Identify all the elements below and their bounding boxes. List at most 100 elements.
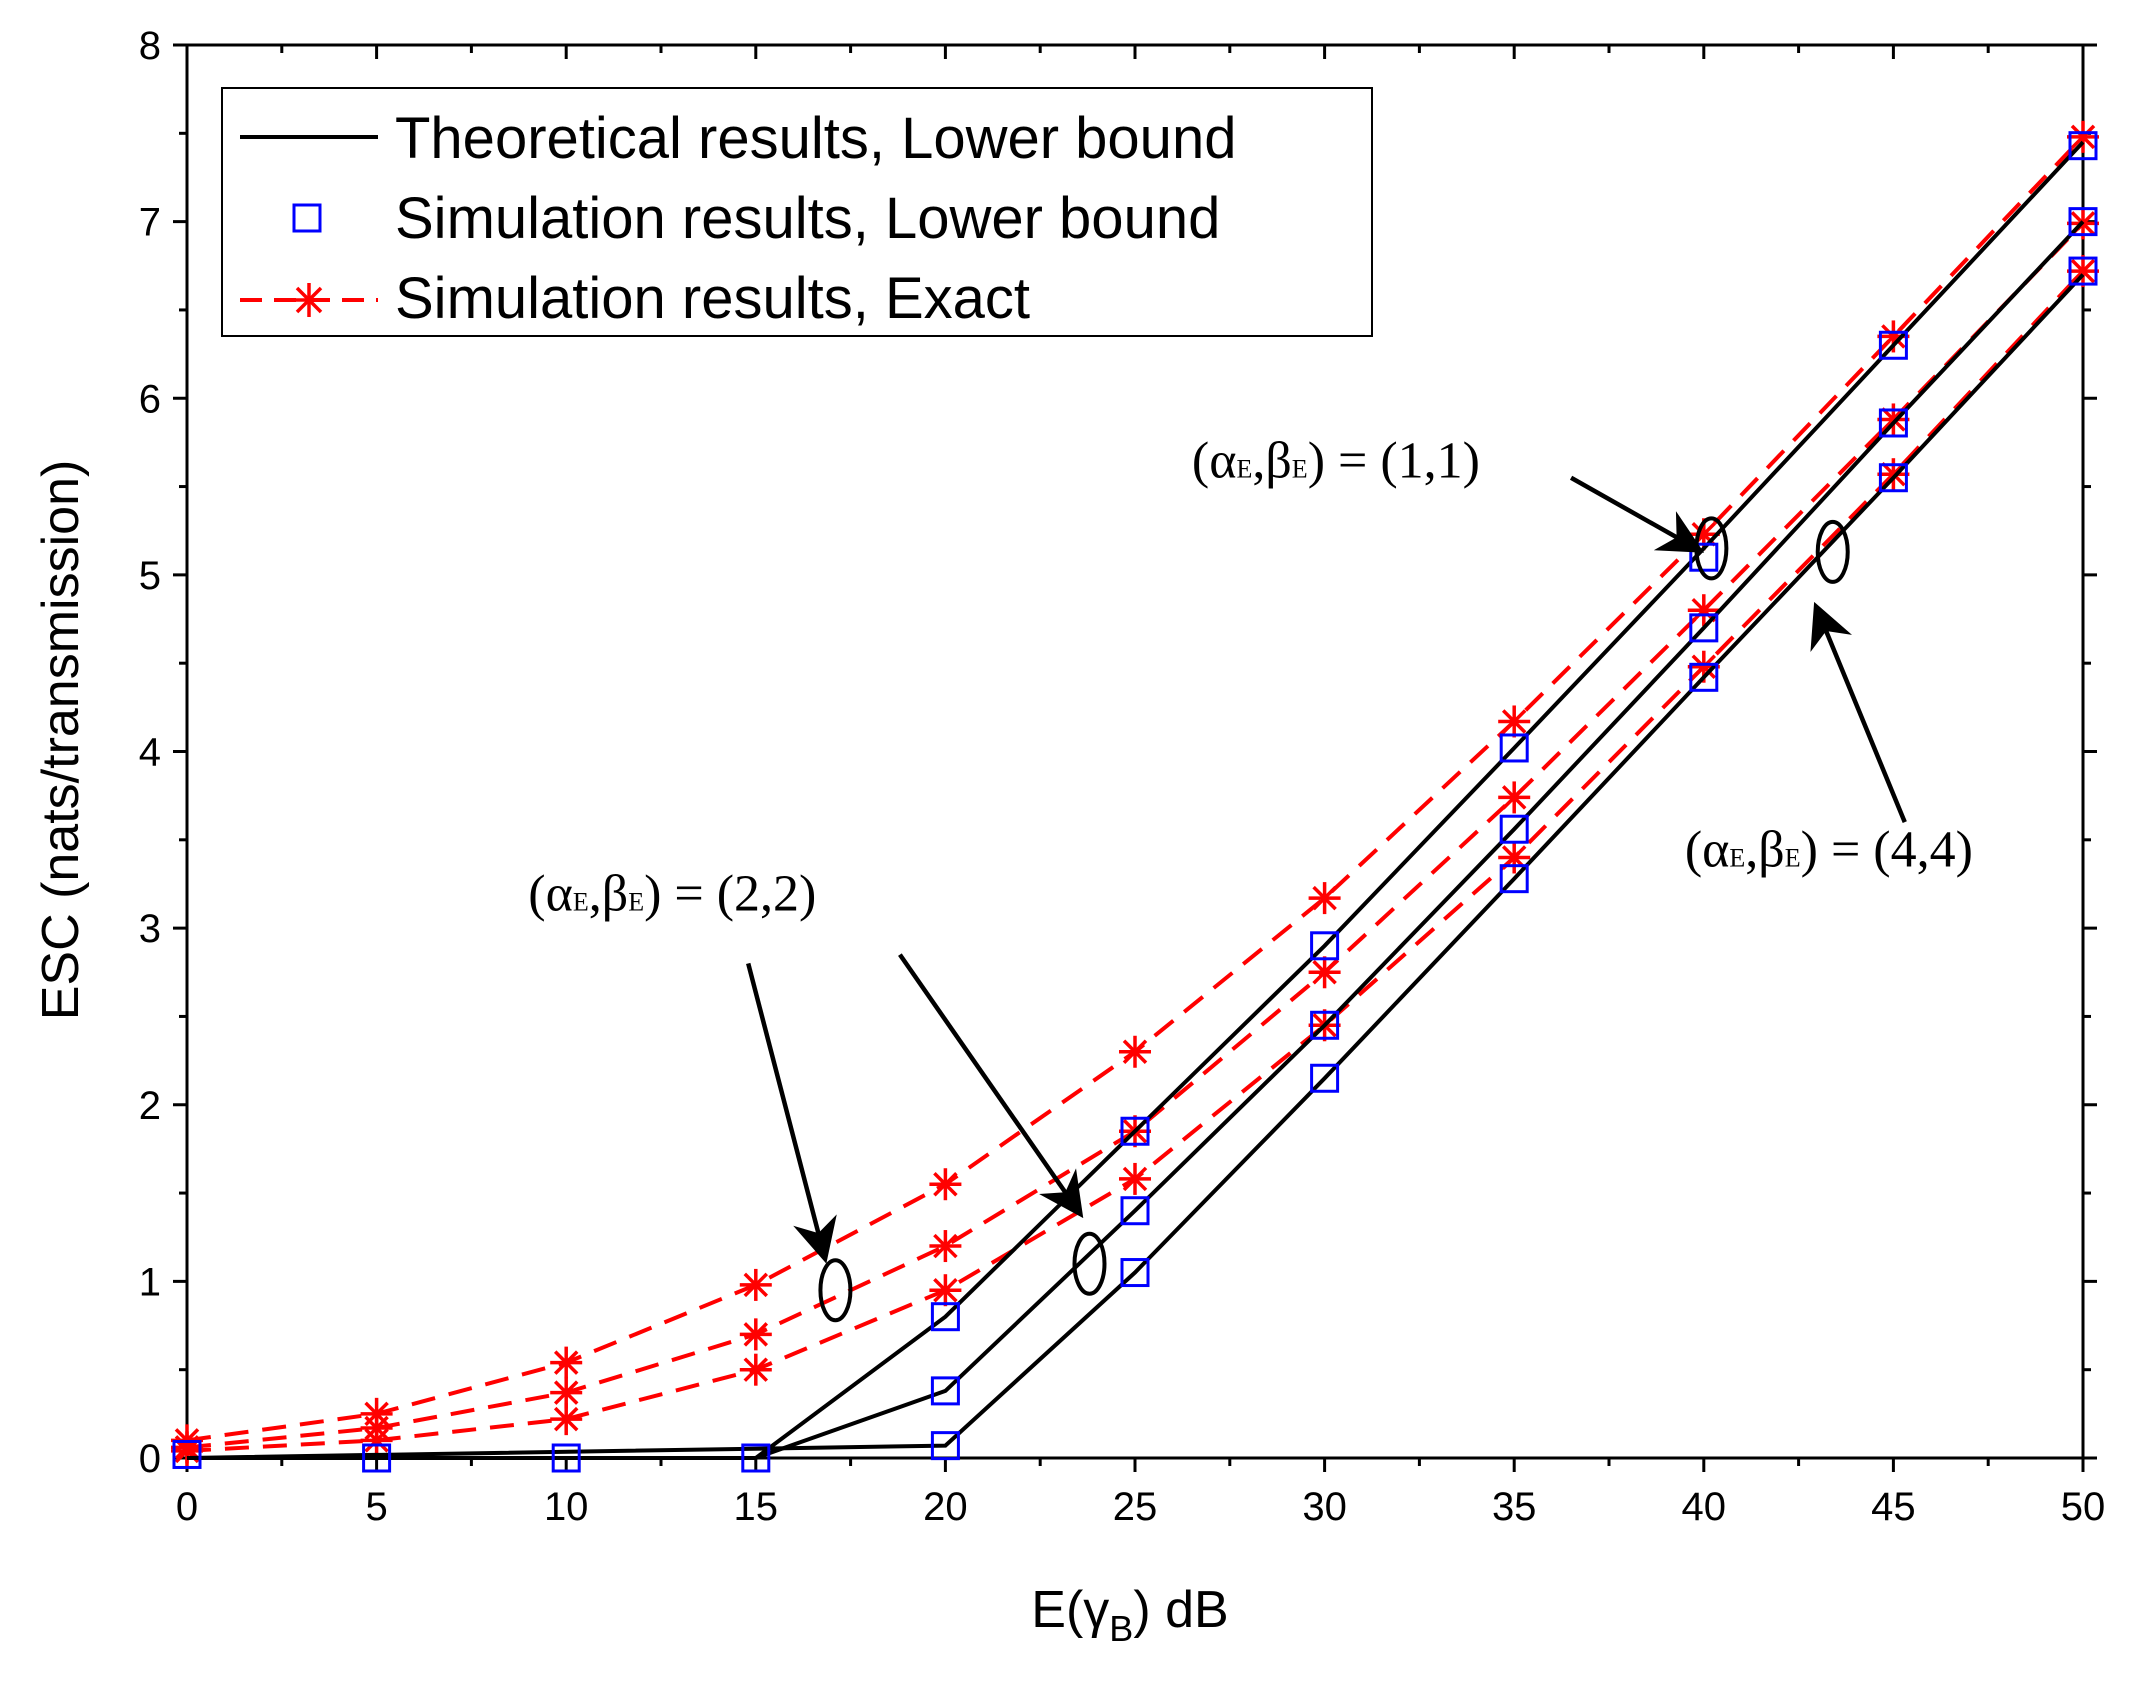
exact-star-point bbox=[1119, 1162, 1151, 1195]
series-sim-exact-0 bbox=[171, 120, 2099, 1457]
lower-bound-square-point bbox=[1878, 463, 1908, 493]
x-axis-title-symbol: γ bbox=[1083, 1581, 1109, 1639]
x-axis-title-sub: B bbox=[1109, 1608, 1133, 1649]
y-tick-label: 6 bbox=[139, 377, 161, 421]
x-tick-label: 5 bbox=[365, 1485, 387, 1529]
exact-star-point bbox=[2067, 255, 2099, 288]
exact-star-point bbox=[2067, 120, 2099, 153]
legend-theory-label: Theoretical results, Lower bound bbox=[395, 106, 1236, 171]
lower-bound-square-point bbox=[741, 1443, 771, 1473]
y-tick-label: 2 bbox=[139, 1084, 161, 1128]
annotation-arrow-anno-1-1 bbox=[1569, 475, 1705, 553]
x-tick-label: 40 bbox=[1682, 1485, 1727, 1529]
legend-sim-lower-label: Simulation results, Lower bound bbox=[395, 186, 1220, 251]
lower-bound-square-point bbox=[2068, 207, 2098, 237]
exact-star-point bbox=[929, 1274, 962, 1307]
y-tick-label: 8 bbox=[139, 24, 161, 68]
annotations: (αE,βE) = (1,1) (αE,βE) = (2,2) (αE,βE) = … bbox=[528, 433, 1973, 1323]
annotation-arrow-anno-4-4 bbox=[1810, 601, 1907, 824]
lower-bound-square-point bbox=[930, 1302, 960, 1332]
annotation-arrow-anno-2-2 bbox=[746, 962, 837, 1264]
lower-bound-square-point bbox=[172, 1439, 202, 1469]
x-axis-title-suffix: ) dB bbox=[1133, 1581, 1228, 1639]
lower-bound-square-point bbox=[1499, 733, 1529, 763]
x-tick-label: 30 bbox=[1302, 1485, 1347, 1529]
theory-line bbox=[186, 273, 2085, 1460]
exact-star-point bbox=[550, 1346, 583, 1379]
annotation-ellipse2-anno-2-2 bbox=[1072, 1231, 1107, 1296]
x-axis-title-prefix: E( bbox=[1031, 1581, 1084, 1639]
lower-bound-square-point bbox=[2068, 256, 2098, 286]
legend-box bbox=[221, 87, 1373, 337]
exact-star-point bbox=[1308, 882, 1341, 915]
annotation-ellipse-anno-1-1 bbox=[1694, 516, 1729, 581]
data-series bbox=[171, 120, 2099, 1473]
series-sim-lower-1 bbox=[930, 207, 2098, 1406]
x-tick-label: 0 bbox=[176, 1485, 198, 1529]
lower-bound-square-point bbox=[1310, 931, 1340, 961]
exact-star-point bbox=[1498, 781, 1531, 814]
x-tick-label: 50 bbox=[2061, 1485, 2106, 1529]
y-axis-title: ESC (nats/transmission) bbox=[32, 460, 90, 1021]
x-tick-label: 10 bbox=[544, 1485, 589, 1529]
annotation-label-anno-4-4: (αE,βE) = (4,4) bbox=[1685, 821, 1973, 878]
lower-bound-square-point bbox=[1499, 814, 1529, 844]
exact-star-point bbox=[360, 1424, 393, 1457]
exact-star-point bbox=[1119, 1035, 1151, 1068]
y-tick-label: 7 bbox=[139, 201, 161, 245]
exact-star-point bbox=[550, 1403, 583, 1436]
exact-star-point bbox=[739, 1353, 772, 1386]
lower-bound-square-point bbox=[551, 1443, 581, 1473]
lower-bound-square-point bbox=[1689, 662, 1719, 692]
x-tick-label: 35 bbox=[1492, 1485, 1537, 1529]
y-tick-label: 0 bbox=[139, 1437, 161, 1481]
x-axis-title: E(γB) dB bbox=[1031, 1581, 1228, 1649]
lower-bound-square-point bbox=[1878, 330, 1908, 360]
exact-star-point bbox=[1498, 705, 1531, 738]
annotation-arrow2-anno-2-2 bbox=[898, 953, 1084, 1219]
x-tick-label: 20 bbox=[923, 1485, 968, 1529]
legend: Theoretical results, Lower bound Simulat… bbox=[221, 87, 1373, 337]
lower-bound-square-point bbox=[1689, 613, 1719, 643]
theory-line bbox=[187, 220, 2085, 1460]
lower-bound-square-point bbox=[1878, 408, 1908, 438]
series-theory-0 bbox=[187, 140, 2085, 1460]
series-theory-2 bbox=[186, 273, 2085, 1460]
lower-bound-square-point bbox=[1120, 1196, 1150, 1226]
legend-exact-star bbox=[292, 283, 326, 317]
exact-star-point bbox=[1308, 956, 1341, 989]
legend-exact-label: Simulation results, Exact bbox=[395, 266, 1030, 331]
lower-bound-square-point bbox=[1120, 1116, 1150, 1146]
exact-dashed-line bbox=[186, 222, 2085, 1450]
annotation-label-anno-1-1: (αE,βE) = (1,1) bbox=[1192, 433, 1480, 490]
y-tick-label: 3 bbox=[139, 907, 161, 951]
series-sim-lower-2 bbox=[930, 256, 2098, 1461]
lower-bound-square-point bbox=[1120, 1258, 1150, 1288]
y-tick-label: 1 bbox=[139, 1260, 161, 1304]
lower-bound-square-point bbox=[930, 1376, 960, 1406]
lower-bound-square-point bbox=[1310, 1063, 1340, 1093]
exact-star-point bbox=[1687, 594, 1720, 627]
lower-bound-square-point bbox=[362, 1443, 392, 1473]
series-sim-lower-0 bbox=[172, 131, 2098, 1473]
x-tick-label: 15 bbox=[734, 1485, 779, 1529]
lower-bound-square-point bbox=[1310, 1010, 1340, 1040]
series-sim-exact-2 bbox=[171, 255, 2099, 1467]
exact-star-point bbox=[739, 1318, 772, 1351]
y-tick-label: 5 bbox=[139, 554, 161, 598]
annotation-ellipse-anno-4-4 bbox=[1815, 519, 1850, 584]
series-theory-1 bbox=[187, 220, 2085, 1460]
legend-sim-lower-swatch bbox=[292, 203, 322, 233]
exact-star-point bbox=[739, 1268, 772, 1301]
annotation-label-anno-2-2: (αE,βE) = (2,2) bbox=[528, 865, 816, 922]
exact-star-point bbox=[929, 1168, 962, 1201]
lower-bound-square-point bbox=[2068, 131, 2098, 161]
x-tick-label: 45 bbox=[1871, 1485, 1916, 1529]
theory-line bbox=[187, 140, 2085, 1460]
exact-star-point bbox=[929, 1230, 962, 1263]
annotation-ellipse-anno-2-2 bbox=[818, 1258, 853, 1323]
lower-bound-square-point bbox=[1499, 864, 1529, 894]
y-tick-label: 4 bbox=[139, 731, 161, 775]
